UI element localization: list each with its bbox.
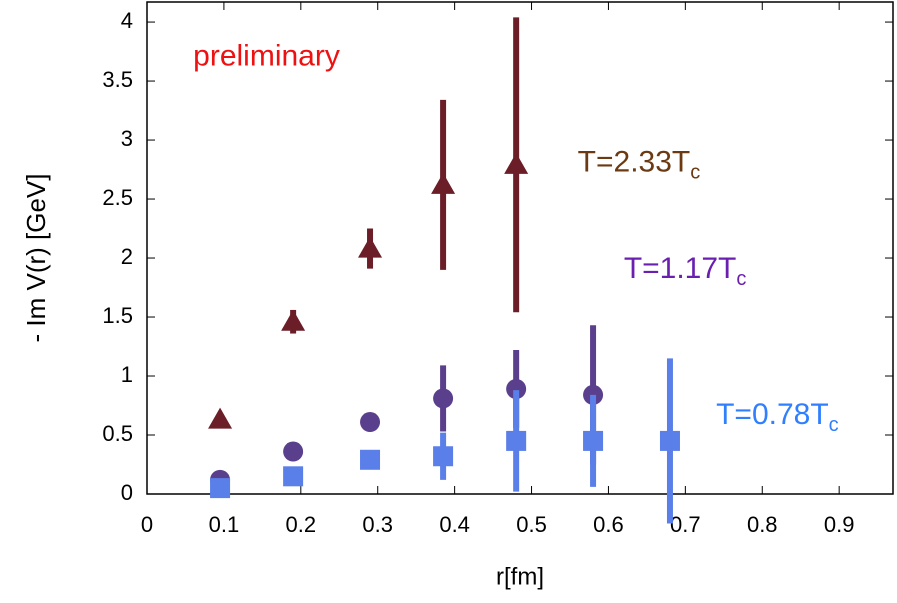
y-tick-label: 3.5: [102, 67, 133, 92]
x-tick-label: 0.4: [439, 512, 470, 537]
point: [504, 152, 529, 174]
y-tick-label: 0: [121, 480, 133, 505]
point: [360, 412, 381, 433]
series-label-name: T=2.33T: [578, 146, 691, 179]
x-tick-label: 0.5: [516, 512, 547, 537]
point: [210, 478, 231, 499]
x-axis-label: r[fm]: [496, 563, 544, 590]
point: [283, 441, 304, 462]
point: [283, 466, 304, 487]
y-tick-label: 2: [121, 244, 133, 269]
point: [433, 388, 454, 409]
annotation: preliminary: [193, 39, 340, 72]
x-tick-label: 0.1: [209, 512, 240, 537]
point: [431, 172, 456, 194]
x-tick-label: 0.6: [593, 512, 624, 537]
point: [208, 407, 233, 429]
x-tick-label: 0.8: [747, 512, 778, 537]
y-tick-label: 4: [121, 8, 133, 33]
x-tick-label: 0.9: [824, 512, 855, 537]
series-label: T=0.78Tc: [716, 398, 839, 436]
y-tick-label: 1.5: [102, 303, 133, 328]
x-tick-label: 0.3: [362, 512, 393, 537]
series-label-subscript: c: [690, 162, 700, 184]
series-label-name: T=1.17T: [624, 252, 737, 285]
point: [358, 236, 383, 258]
point: [360, 449, 381, 470]
x-tick-label: 0.2: [286, 512, 317, 537]
point: [659, 430, 680, 451]
point: [506, 430, 527, 451]
x-tick-label: 0: [141, 512, 153, 537]
point: [583, 430, 604, 451]
y-axis-label: - Im V(r) [GeV]: [21, 174, 51, 343]
point: [433, 446, 454, 467]
y-tick-label: 2.5: [102, 185, 133, 210]
series-label: T=2.33Tc: [578, 146, 701, 184]
series-label-name: T=0.78T: [716, 398, 829, 431]
point: [506, 378, 527, 399]
y-tick-label: 0.5: [102, 421, 133, 446]
point: [281, 309, 306, 331]
series-label-subscript: c: [829, 414, 839, 436]
y-tick-label: 1: [121, 362, 133, 387]
y-tick-label: 3: [121, 126, 133, 151]
plot-frame: [146, 1, 894, 495]
series-label-subscript: c: [736, 268, 746, 290]
series-label: T=1.17Tc: [624, 252, 747, 290]
x-tick-label: 0.7: [670, 512, 701, 537]
